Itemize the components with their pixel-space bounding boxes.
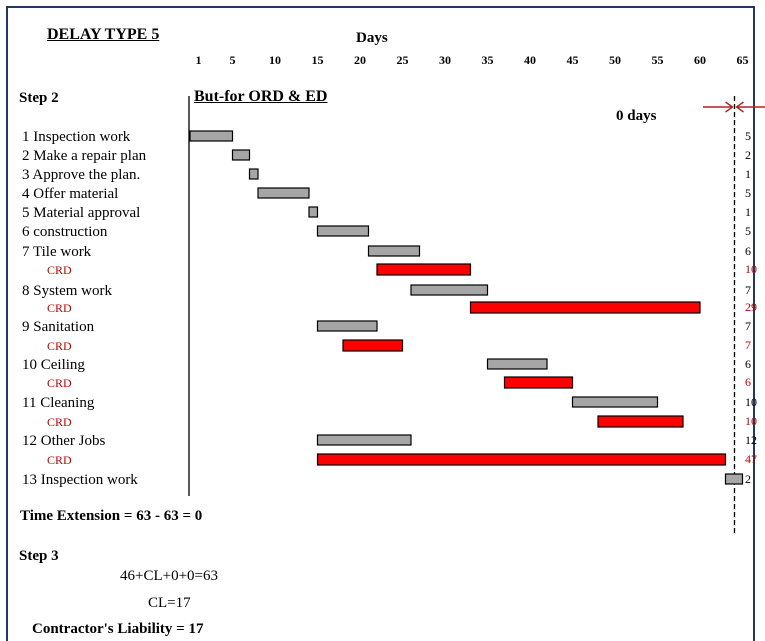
crd-bar <box>469 301 701 314</box>
time-extension-label: Time Extension = 63 - 63 = 0 <box>20 508 203 524</box>
x-tick-label: 55 <box>652 53 664 67</box>
task-duration: 47 <box>745 452 757 466</box>
arrow-head-left <box>725 101 734 113</box>
crd-bar <box>597 415 684 428</box>
task-label: 9 Sanitation <box>22 319 95 335</box>
task-label: 6 construction <box>22 224 108 240</box>
crd-bar <box>316 453 727 466</box>
task-label: 4 Offer material <box>22 186 118 202</box>
task-bar <box>189 130 234 142</box>
diagram-title: DELAY TYPE 5 <box>47 26 160 43</box>
task-duration: 6 <box>745 244 751 258</box>
x-tick-label: 60 <box>694 53 706 67</box>
task-duration: 1 <box>745 167 751 181</box>
step-2-label: Step 2 <box>19 90 59 106</box>
task-duration: 12 <box>745 433 757 447</box>
task-bar <box>257 187 310 199</box>
task-bar <box>724 473 744 485</box>
scenario-label: But-for ORD & ED <box>194 88 328 105</box>
equation-1: 46+CL+0+0=63 <box>120 568 219 584</box>
x-tick-label: 50 <box>609 53 621 67</box>
task-label: 3 Approve the plan. <box>22 167 140 183</box>
task-duration: 10 <box>745 414 757 428</box>
crd-bar <box>503 376 574 389</box>
days-axis-label: Days <box>356 30 388 46</box>
equation-2: CL=17 <box>148 595 191 611</box>
task-label: 12 Other Jobs <box>22 433 105 449</box>
task-label: 1 Inspection work <box>22 129 131 145</box>
crd-bar <box>376 263 472 276</box>
task-label: 10 Ceiling <box>22 357 85 373</box>
task-duration: 5 <box>745 224 751 238</box>
x-tick-label: 35 <box>482 53 494 67</box>
x-tick-label: 5 <box>230 53 236 67</box>
x-tick-label: 40 <box>524 53 536 67</box>
task-duration: 7 <box>745 283 751 297</box>
crd-label: CRD <box>47 376 72 390</box>
contractor-liability-label: Contractor's Liability = 17 <box>32 621 204 637</box>
x-tick-label: 30 <box>439 53 451 67</box>
task-duration: 10 <box>745 395 757 409</box>
task-bar <box>316 320 378 332</box>
task-label: 5 Material approval <box>22 205 140 221</box>
task-bar <box>410 284 489 296</box>
task-bar <box>486 358 548 370</box>
task-duration: 29 <box>745 300 757 314</box>
task-label: 7 Tile work <box>22 244 92 260</box>
x-tick-label: 15 <box>312 53 324 67</box>
task-duration: 5 <box>745 129 751 143</box>
crd-label: CRD <box>47 263 72 277</box>
zero-days-label: 0 days <box>616 108 657 124</box>
task-duration: 1 <box>745 205 751 219</box>
x-tick-label: 25 <box>397 53 409 67</box>
task-duration: 2 <box>745 472 751 486</box>
task-bar <box>316 434 412 446</box>
task-duration: 7 <box>745 338 751 352</box>
arrow-head-right <box>735 101 744 113</box>
task-bar <box>316 225 370 237</box>
task-bar <box>367 245 421 257</box>
x-tick-label: 20 <box>354 53 366 67</box>
step-3-label: Step 3 <box>19 548 59 564</box>
task-label: 2 Make a repair plan <box>22 148 147 164</box>
task-duration: 5 <box>745 186 751 200</box>
x-tick-label: 65 <box>737 53 749 67</box>
task-duration: 2 <box>745 148 751 162</box>
crd-label: CRD <box>47 339 72 353</box>
task-label: 11 Cleaning <box>22 395 95 411</box>
task-duration: 7 <box>745 319 751 333</box>
task-bar <box>308 206 319 218</box>
crd-label: CRD <box>47 453 72 467</box>
task-label: 8 System work <box>22 283 113 299</box>
diagram-frame <box>6 6 755 641</box>
task-bar <box>231 149 251 161</box>
crd-label: CRD <box>47 415 72 429</box>
x-tick-label: 10 <box>269 53 281 67</box>
task-bar <box>571 396 659 408</box>
task-duration: 10 <box>745 262 757 276</box>
task-duration: 6 <box>745 357 751 371</box>
x-tick-label: 1 <box>196 53 202 67</box>
x-tick-label: 45 <box>567 53 579 67</box>
task-duration: 6 <box>745 375 751 389</box>
crd-bar <box>342 339 404 352</box>
task-bar <box>248 168 259 180</box>
crd-label: CRD <box>47 301 72 315</box>
task-label: 13 Inspection work <box>22 472 138 488</box>
